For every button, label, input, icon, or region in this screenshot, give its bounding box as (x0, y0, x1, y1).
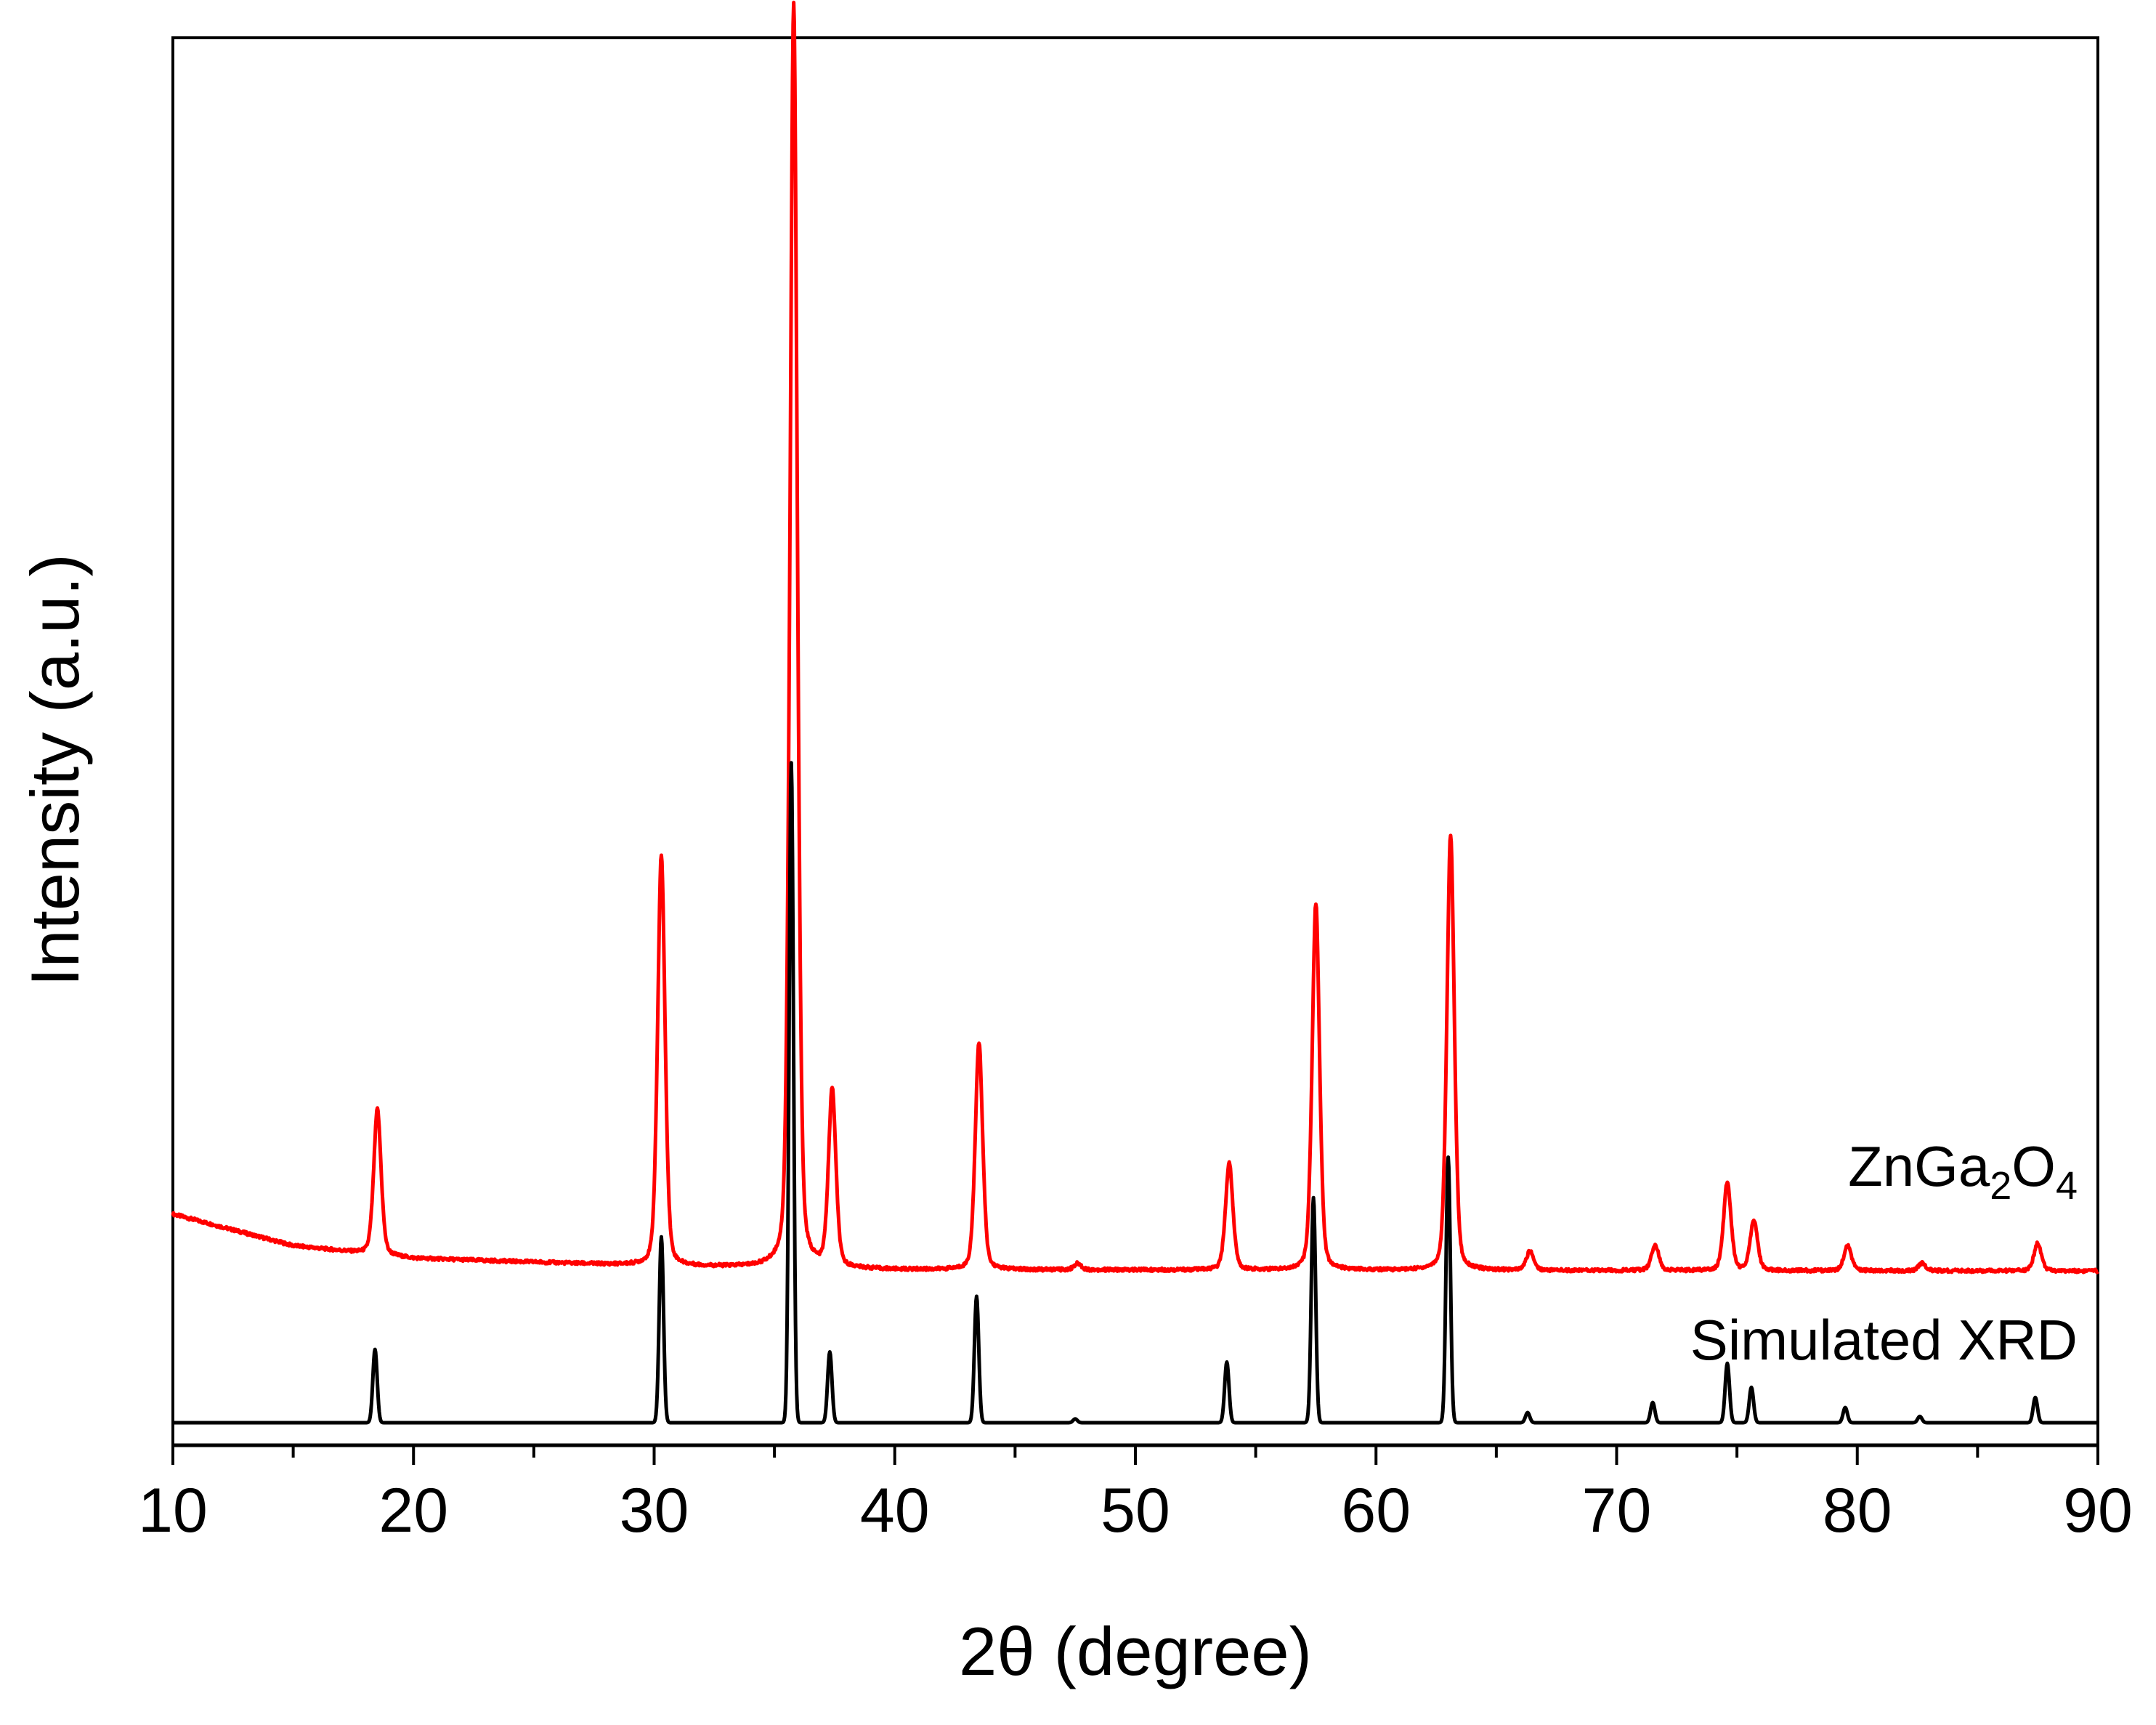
series-label-zngao-main: ZnGa (1848, 1134, 1990, 1198)
x-tick-label: 80 (1823, 1476, 1892, 1546)
x-tick-label: 50 (1101, 1476, 1170, 1546)
series-label-zngao: ZnGa2O4 (1848, 1134, 2078, 1208)
series-layer (171, 0, 2100, 1425)
x-tick-label: 20 (378, 1476, 448, 1546)
x-axis-title: 2θ (degree) (959, 1613, 1312, 1689)
x-axis-tick-labels: 10 20 30 40 50 60 70 80 90 (138, 1476, 2133, 1546)
x-axis-ticks (171, 1445, 2099, 1465)
x-tick-label: 90 (2063, 1476, 2133, 1546)
x-tick-label: 10 (138, 1476, 208, 1546)
x-tick-label: 30 (620, 1476, 689, 1546)
x-tick-label: 60 (1341, 1476, 1411, 1546)
series-label-zngao-sub2: 4 (2056, 1164, 2078, 1208)
series-line-zngao (171, 0, 2100, 1274)
x-tick-label: 40 (860, 1476, 930, 1546)
plot-frame (171, 36, 2099, 1447)
series-label-zngao-mid: O (2011, 1134, 2056, 1198)
series-line-simulated (171, 761, 2099, 1425)
x-tick-label: 70 (1582, 1476, 1652, 1546)
series-label-simulated: Simulated XRD (1690, 1308, 2078, 1372)
series-label-zngao-sub1: 2 (1990, 1164, 2011, 1208)
y-axis-title: Intensity (a.u.) (17, 554, 93, 987)
